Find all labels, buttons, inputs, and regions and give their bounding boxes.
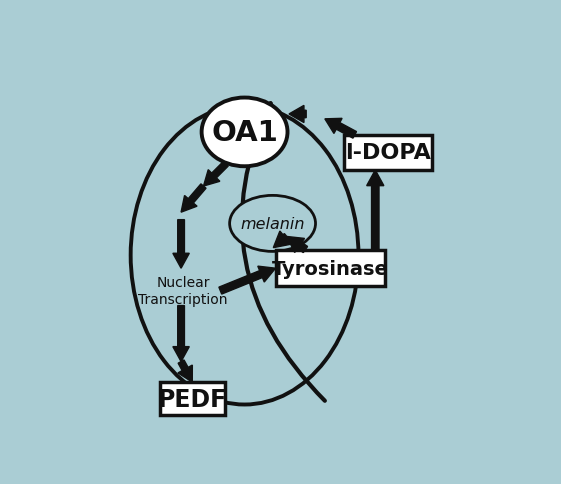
Text: PEDF: PEDF — [158, 387, 227, 411]
FancyBboxPatch shape — [344, 136, 432, 171]
FancyArrow shape — [289, 106, 306, 123]
Text: Nuclear
Transcription: Nuclear Transcription — [138, 275, 228, 307]
FancyArrow shape — [204, 162, 228, 187]
Text: melanin: melanin — [240, 216, 305, 231]
Ellipse shape — [229, 196, 315, 252]
FancyArrow shape — [273, 231, 291, 248]
FancyArrow shape — [173, 220, 189, 269]
FancyArrow shape — [367, 171, 384, 251]
Text: OA1: OA1 — [211, 119, 278, 147]
FancyArrow shape — [325, 119, 356, 139]
Text: l-DOPA: l-DOPA — [346, 143, 431, 163]
FancyBboxPatch shape — [160, 383, 225, 415]
FancyArrow shape — [287, 237, 307, 253]
FancyArrow shape — [219, 267, 275, 294]
Ellipse shape — [201, 98, 287, 167]
Text: Tyrosinase: Tyrosinase — [272, 259, 389, 278]
FancyArrow shape — [181, 184, 206, 213]
FancyArrow shape — [173, 306, 189, 362]
FancyBboxPatch shape — [277, 251, 385, 287]
FancyArrow shape — [178, 360, 192, 382]
